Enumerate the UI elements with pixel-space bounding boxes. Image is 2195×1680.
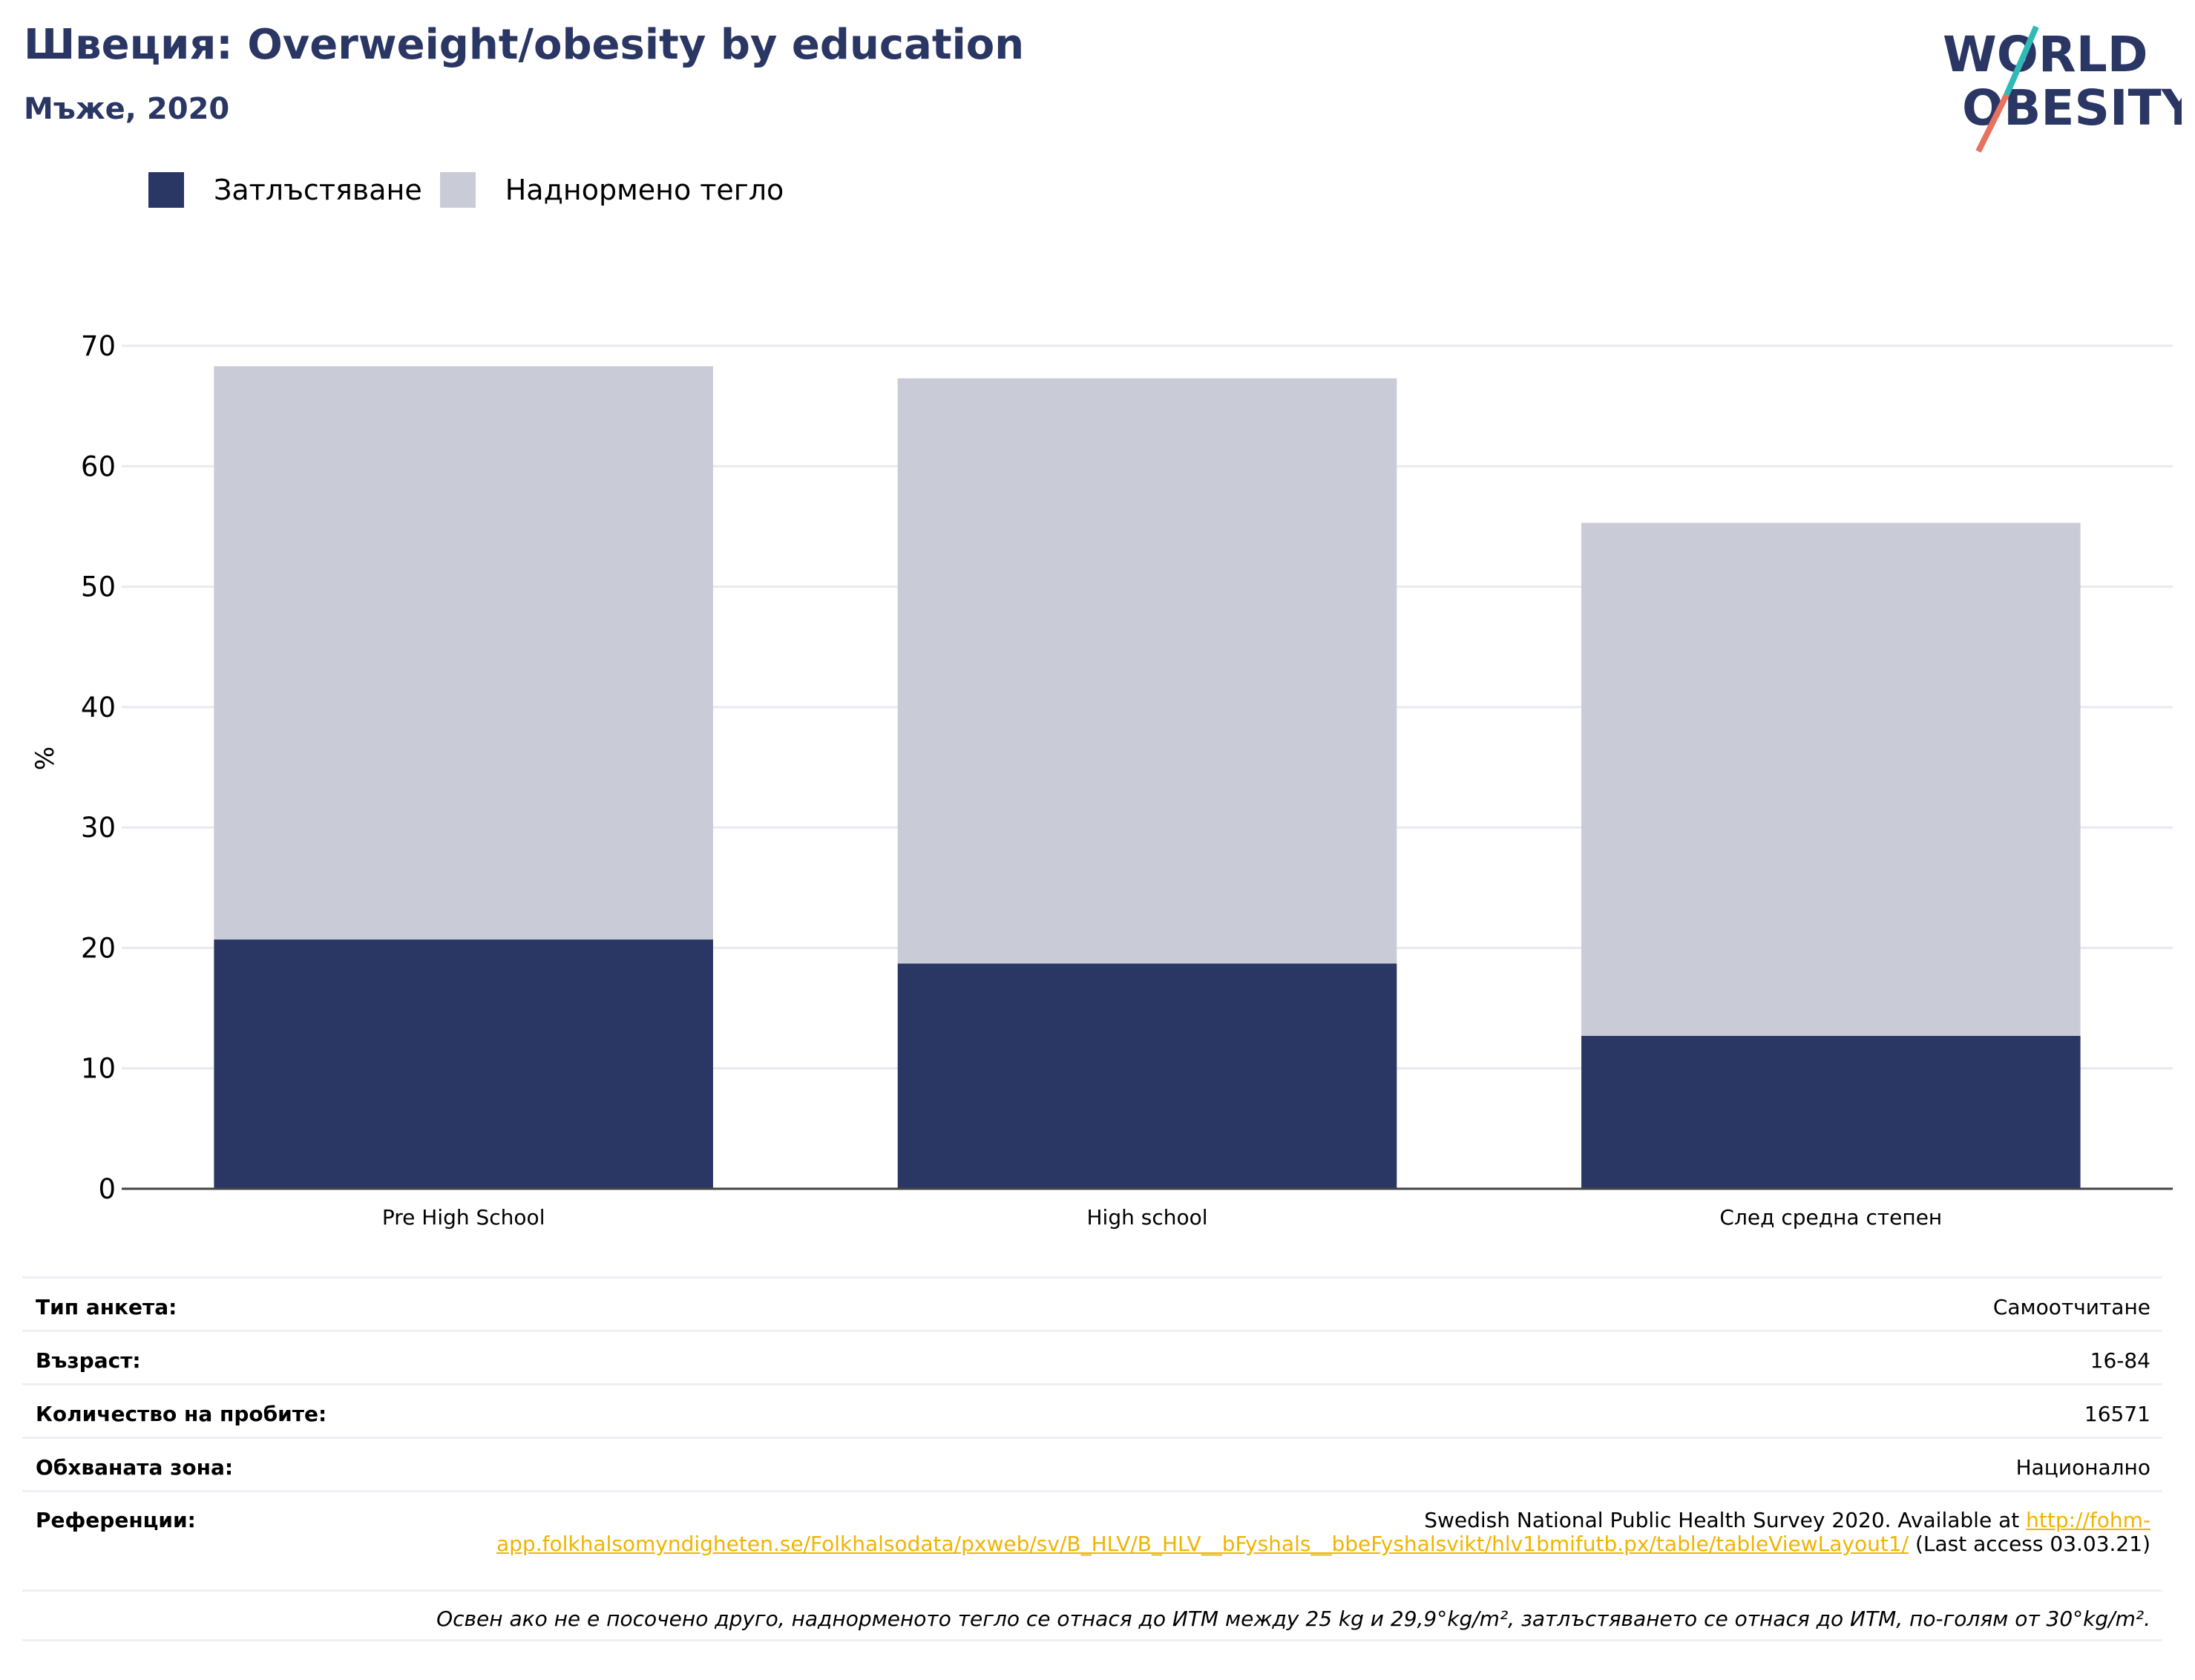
y-tick-label: 70 [81, 330, 116, 362]
legend-label-overweight: Наднормено тегло [505, 174, 784, 206]
bar-overweight [897, 378, 1397, 964]
legend-swatch-obesity [148, 172, 184, 208]
y-tick-label: 20 [81, 932, 116, 964]
bar-overweight [214, 366, 713, 940]
chart-legend: Затлъстяване Наднормено тегло [148, 171, 801, 209]
info-key: Тип анкета: [36, 1295, 177, 1319]
info-row-area: Обхваната зона: Национално [22, 1437, 2162, 1490]
x-tick-label: Pre High School [382, 1205, 545, 1230]
world-obesity-logo: WORLD OBESITY [1943, 25, 2182, 153]
legend-label-obesity: Затлъстяване [214, 174, 422, 206]
x-tick-label: След средна степен [1719, 1205, 1942, 1230]
x-tick-label: High school [1086, 1205, 1207, 1230]
bar-obesity [897, 963, 1397, 1189]
y-tick-label: 40 [81, 692, 116, 723]
y-tick-label: 60 [81, 450, 116, 482]
reference-text-before: Swedish National Public Health Survey 20… [1424, 1508, 2027, 1532]
legend-item-obesity[interactable]: Затлъстяване [148, 172, 422, 208]
legend-item-overweight[interactable]: Наднормено тегло [439, 172, 784, 208]
info-value: 16571 [2084, 1402, 2150, 1426]
y-tick-label: 10 [81, 1053, 116, 1085]
info-value: Национално [2015, 1455, 2150, 1480]
info-row-sample-size: Количество на пробите: 16571 [22, 1383, 2162, 1437]
info-value: Самоотчитане [1992, 1295, 2150, 1319]
logo-word-world: WORLD [1943, 26, 2148, 83]
reference-text: Swedish National Public Health Survey 20… [459, 1509, 2150, 1556]
y-tick-label: 30 [81, 812, 116, 844]
y-tick-label: 0 [98, 1173, 116, 1205]
stacked-bar-chart: 0 10 20 30 40 50 60 70% Pre High School High scho… [30, 330, 2173, 1230]
reference-link[interactable]: http://fohm-app.folkhalsomyndigheten.se/… [496, 1508, 2150, 1556]
page-subtitle: Мъже, 2020 [24, 92, 230, 126]
info-value: 16-84 [2090, 1348, 2150, 1373]
info-key: Възраст: [36, 1348, 141, 1373]
definition-note: Освен ако не е посочено друго, наднормен… [22, 1589, 2162, 1641]
info-row-references: Референции: Swedish National Public Heal… [22, 1490, 2162, 1589]
legend-swatch-overweight [439, 172, 476, 208]
y-axis-label: % [30, 747, 60, 770]
bar-obesity [1581, 1035, 2081, 1189]
info-row-survey-type: Тип анкета: Самоотчитане [22, 1276, 2162, 1330]
logo-slash-bottom [1975, 93, 2009, 153]
info-row-age: Възраст: 16-84 [22, 1330, 2162, 1383]
reference-text-after: (Last access 03.03.21) [1909, 1532, 2150, 1556]
bar-obesity [214, 939, 713, 1189]
logo-slash-top [2004, 25, 2039, 96]
info-key: Обхваната зона: [36, 1455, 234, 1480]
y-tick-label: 50 [81, 571, 116, 603]
bar-overweight [1581, 522, 2081, 1036]
info-key: Референции: [36, 1508, 196, 1532]
info-key: Количество на пробите: [36, 1402, 327, 1426]
page-title: Швеция: Overweight/obesity by education [24, 21, 1025, 69]
survey-info-table: Тип анкета: Самоотчитане Възраст: 16-84 … [22, 1276, 2162, 1641]
